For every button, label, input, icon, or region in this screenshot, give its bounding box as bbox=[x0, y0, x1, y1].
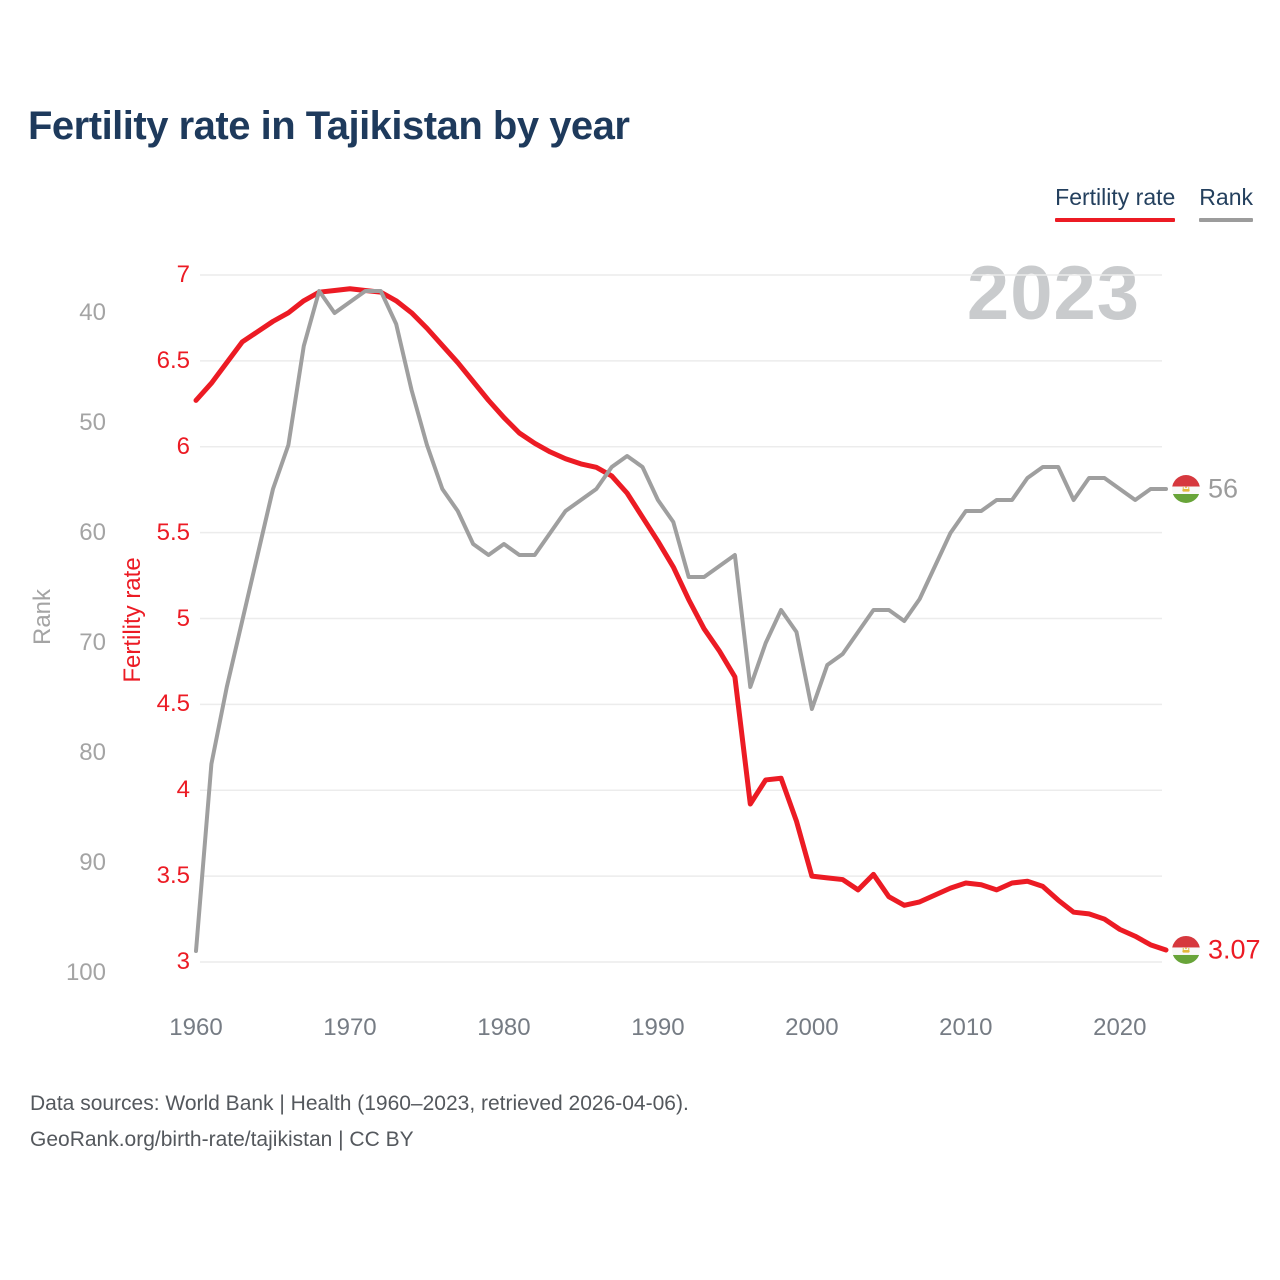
rank-axis-tick: 70 bbox=[79, 629, 106, 656]
year-axis-tick: 1990 bbox=[631, 1014, 685, 1041]
rank-axis-tick: 80 bbox=[79, 739, 106, 766]
footer-attribution-line: GeoRank.org/birth-rate/tajikistan | CC B… bbox=[30, 1128, 414, 1151]
fertility-axis-tick: 7 bbox=[176, 261, 190, 288]
fertility-axis-tick: 6 bbox=[176, 432, 190, 460]
rank-line bbox=[194, 289, 1168, 953]
fertility-axis-tick: 5 bbox=[176, 604, 190, 632]
horizontal-gridlines bbox=[200, 274, 1162, 963]
legend-item-fertility-rate[interactable]: Fertility rate bbox=[1055, 184, 1176, 222]
year-axis-tick: 2020 bbox=[1093, 1014, 1147, 1041]
year-axis-tick: 2010 bbox=[939, 1014, 993, 1041]
page-title: Fertility rate in Tajikistan by year bbox=[28, 104, 630, 148]
fertility-axis-tick: 3 bbox=[176, 948, 190, 975]
chart-legend: Fertility rate Rank bbox=[1055, 184, 1253, 222]
year-axis-tick: 1960 bbox=[169, 1014, 223, 1041]
fertility-axis-tick: 4.5 bbox=[156, 690, 190, 718]
rank-axis-tick: 90 bbox=[79, 849, 106, 876]
fertility-rate-line bbox=[193, 286, 1169, 953]
rank-axis-title: Rank bbox=[29, 588, 56, 646]
year-axis-tick: 2000 bbox=[785, 1014, 839, 1041]
legend-label-fertility-rate: Fertility rate bbox=[1055, 184, 1176, 210]
rank-axis-tick: 60 bbox=[79, 519, 106, 546]
tajikistan-flag-icon bbox=[1172, 475, 1200, 503]
fertility-axis-tick: 3.5 bbox=[156, 862, 190, 890]
fertility-end-value: 3.07 bbox=[1208, 934, 1261, 965]
legend-item-rank[interactable]: Rank bbox=[1199, 184, 1253, 222]
rank-axis-tick: 50 bbox=[79, 409, 106, 436]
rank-axis-tick: 100 bbox=[65, 959, 106, 986]
fertility-axis-tick: 6.5 bbox=[156, 346, 190, 374]
legend-label-rank: Rank bbox=[1199, 184, 1253, 210]
fertility-axis-tick: 5.5 bbox=[156, 518, 190, 546]
year-axis-tick: 1980 bbox=[477, 1014, 531, 1041]
tajikistan-flag-icon bbox=[1172, 935, 1200, 964]
rank-end-value: 56 bbox=[1208, 473, 1239, 504]
data-source-footer: Data sources: World Bank | Health (1960–… bbox=[30, 1086, 689, 1158]
fertility-axis-title: Fertility rate bbox=[119, 557, 146, 683]
year-axis-tick: 1970 bbox=[323, 1014, 377, 1041]
year-watermark: 2023 bbox=[966, 251, 1140, 336]
footer-sources-line: Data sources: World Bank | Health (1960–… bbox=[30, 1092, 689, 1115]
legend-underline-fertility-rate bbox=[1055, 218, 1176, 222]
rank-axis-tick: 40 bbox=[79, 299, 106, 326]
fertility-axis-tick: 4 bbox=[176, 776, 190, 804]
legend-underline-rank bbox=[1199, 218, 1253, 222]
